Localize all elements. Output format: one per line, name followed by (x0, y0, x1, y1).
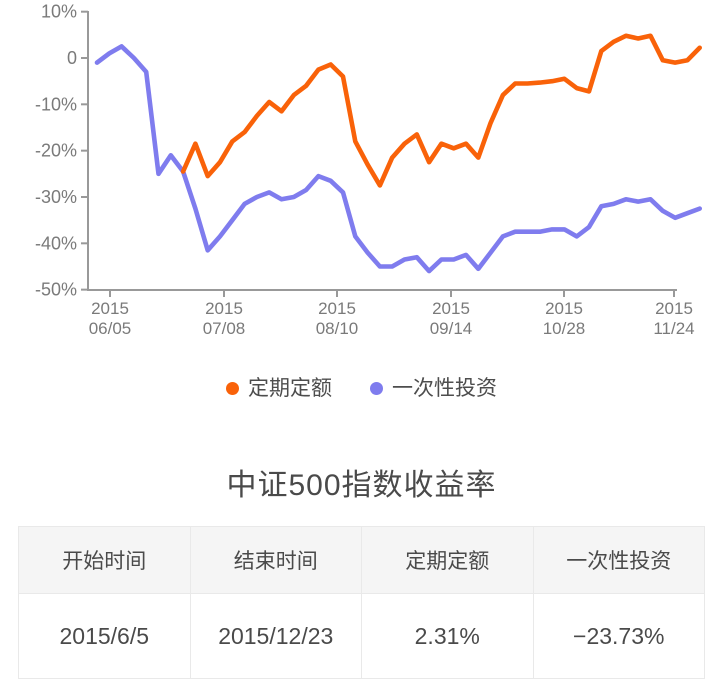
chart-legend: 定期定额 一次性投资 (0, 375, 723, 401)
table-cell-lump-sum-return: −23.73% (532, 593, 705, 679)
table-header-end-date: 结束时间 (189, 526, 362, 594)
x-tick-label-year: 2015 (91, 299, 129, 318)
chart-canvas: 10%0-10%-20%-30%-40%-50%201506/05201507/… (35, 2, 703, 338)
series-line (94, 44, 703, 274)
table-row: 2015/6/5 2015/12/23 2.31% −23.73% (18, 593, 705, 679)
x-tick-label-date: 09/14 (430, 319, 473, 338)
table-cell-regular-return: 2.31% (361, 593, 534, 679)
legend-swatch-icon (226, 381, 239, 395)
x-tick-label-date: 06/05 (89, 319, 132, 338)
x-tick-label-date: 10/28 (543, 319, 586, 338)
x-tick-label-year: 2015 (205, 299, 243, 318)
table-header-regular-investment: 定期定额 (361, 526, 534, 594)
axis-lines (87, 11, 677, 291)
y-tick-label: -10% (35, 94, 77, 114)
y-tick-label: -50% (35, 280, 77, 300)
x-tick-label-year: 2015 (545, 299, 583, 318)
summary-table-wrap: 开始时间 结束时间 定期定额 一次性投资 2015/6/5 2015/12/23… (18, 526, 705, 679)
legend-item-regular-investment[interactable]: 定期定额 (226, 378, 332, 399)
summary-table: 开始时间 结束时间 定期定额 一次性投资 2015/6/5 2015/12/23… (18, 526, 705, 679)
y-tick-label: -30% (35, 187, 77, 207)
y-tick-label: 0 (67, 48, 77, 68)
y-tick-label: -20% (35, 141, 77, 161)
table-cell-end-date: 2015/12/23 (189, 593, 362, 679)
page-title: 中证500指数收益率 (226, 469, 497, 502)
x-tick-label-date: 08/10 (316, 319, 359, 338)
legend-label: 定期定额 (248, 376, 332, 400)
table-header-lump-sum-investment: 一次性投资 (532, 526, 705, 594)
series-line (180, 33, 703, 188)
x-tick-label-year: 2015 (318, 299, 356, 318)
legend-item-lump-sum-investment[interactable]: 一次性投资 (370, 378, 497, 399)
legend-swatch-icon (370, 381, 383, 395)
legend-label: 一次性投资 (392, 376, 497, 400)
y-tick-label: -40% (35, 233, 77, 253)
line-chart: 10% 0 -10% -20% -30% -40% -50% 2015 06/05 2015 07/… (0, 0, 723, 338)
x-tick-label-year: 2015 (432, 299, 470, 318)
x-tick-label-date: 11/24 (653, 319, 694, 338)
table-cell-start-date: 2015/6/5 (18, 593, 191, 679)
table-header-row: 开始时间 结束时间 定期定额 一次性投资 (18, 526, 705, 594)
y-tick-label: 10% (41, 2, 77, 22)
x-tick-label-year: 2015 (655, 299, 693, 318)
table-header-start-date: 开始时间 (18, 526, 191, 594)
x-tick-label-date: 07/08 (203, 319, 246, 338)
